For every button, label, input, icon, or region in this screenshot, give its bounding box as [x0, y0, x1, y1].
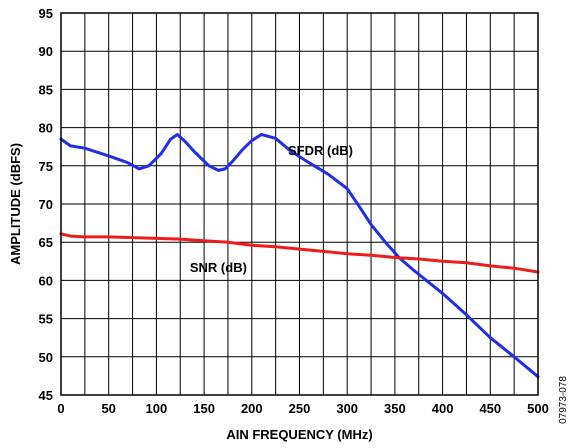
x-tick-label: 50	[101, 401, 115, 416]
y-tick-label: 70	[39, 197, 53, 212]
x-axis-title: AIN FREQUENCY (MHz)	[226, 427, 372, 442]
figure-id: 07973-078	[558, 376, 569, 424]
x-tick-label: 300	[336, 401, 358, 416]
y-tick-label: 90	[39, 44, 53, 59]
x-tick-label: 350	[384, 401, 406, 416]
grid	[61, 13, 538, 395]
y-tick-label: 50	[39, 350, 53, 365]
plot-frame	[60, 12, 539, 396]
x-tick-label: 0	[57, 401, 64, 416]
y-tick-label: 85	[39, 82, 53, 97]
series-lines	[59, 133, 540, 379]
y-axis-title: AMPLITUDE (dBFS)	[8, 143, 23, 265]
series-label-sfdr: SFDR (dB)	[288, 143, 353, 158]
x-tick-labels: 0 50 100 150 200 250 300 350 400 450 500	[57, 401, 548, 416]
x-tick-label: 450	[479, 401, 501, 416]
series-labels: SFDR (dB) SNR (dB)	[190, 143, 353, 275]
y-tick-label: 60	[39, 273, 53, 288]
x-tick-label: 150	[193, 401, 215, 416]
x-tick-label: 100	[146, 401, 168, 416]
y-tick-label: 95	[39, 6, 53, 21]
y-tick-labels: 45 50 55 60 65 70 75 80 85 90 95	[39, 6, 53, 403]
series-label-snr: SNR (dB)	[190, 260, 247, 275]
x-tick-label: 250	[289, 401, 311, 416]
y-tick-label: 55	[39, 312, 53, 327]
y-tick-label: 65	[39, 235, 53, 250]
series-line-snr	[59, 232, 540, 274]
x-tick-label: 200	[241, 401, 263, 416]
y-tick-label: 45	[39, 388, 53, 403]
x-tick-label: 500	[527, 401, 549, 416]
y-tick-label: 75	[39, 159, 53, 174]
y-tick-label: 80	[39, 121, 53, 136]
series-line-sfdr	[59, 133, 540, 379]
x-tick-label: 400	[432, 401, 454, 416]
